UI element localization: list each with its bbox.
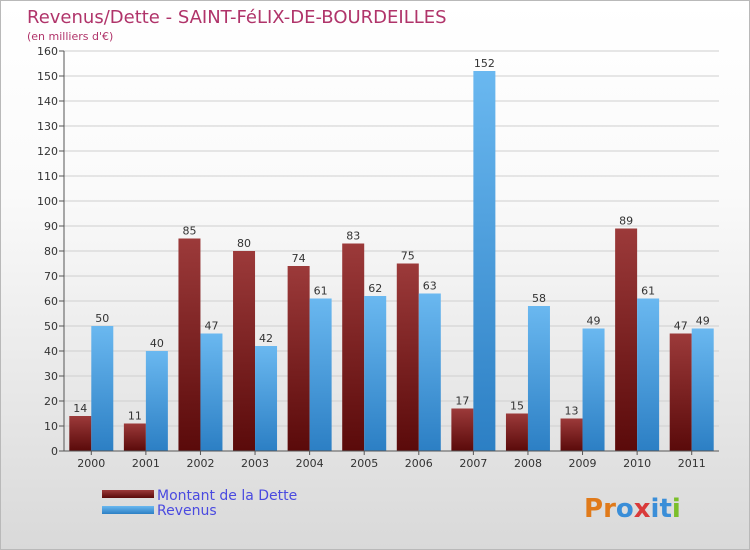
bar-revenus <box>473 71 496 451</box>
bar-dette <box>560 418 583 451</box>
x-tick-label: 2003 <box>241 457 269 470</box>
bars <box>69 71 714 451</box>
chart-subtitle: (en milliers d'€) <box>27 30 113 43</box>
data-label: 42 <box>259 332 273 345</box>
data-label: 13 <box>565 405 579 418</box>
bar-revenus <box>145 351 168 451</box>
data-label: 47 <box>674 320 688 333</box>
x-tick-label: 2008 <box>514 457 542 470</box>
y-tick-label: 120 <box>37 145 58 158</box>
x-tick-label: 2007 <box>459 457 487 470</box>
x-tick-label: 2005 <box>350 457 378 470</box>
bar-revenus <box>527 306 550 451</box>
x-tick-label: 2002 <box>186 457 214 470</box>
bar-revenus <box>637 298 660 451</box>
bar-revenus <box>691 328 714 451</box>
bar-revenus <box>418 293 441 451</box>
data-label: 61 <box>641 285 655 298</box>
data-label: 14 <box>73 402 87 415</box>
x-tick-label: 2011 <box>678 457 706 470</box>
bar-dette <box>123 423 146 451</box>
y-tick-label: 140 <box>37 95 58 108</box>
logo-text: Proxiti <box>584 494 681 524</box>
y-tick-label: 30 <box>44 370 58 383</box>
data-label: 152 <box>474 57 495 70</box>
y-tick-label: 90 <box>44 220 58 233</box>
data-label: 11 <box>128 410 142 423</box>
data-label: 50 <box>95 312 109 325</box>
y-tick-label: 0 <box>51 445 58 458</box>
data-label: 17 <box>455 395 469 408</box>
y-tick-label: 150 <box>37 70 58 83</box>
data-label: 40 <box>150 337 164 350</box>
bar-dette <box>669 333 692 451</box>
y-tick-label: 40 <box>44 345 58 358</box>
data-label: 74 <box>292 252 306 265</box>
data-label: 15 <box>510 400 524 413</box>
bar-revenus <box>255 346 278 451</box>
data-label: 89 <box>619 215 633 228</box>
x-axis-ticks: 2000 2001 2002 2003 2004 2005 2006 2007 2008 2009… <box>77 451 706 470</box>
data-label: 49 <box>696 315 710 328</box>
y-axis-ticks: 0 10 20 30 40 50 60 70 80 90 100 110 120 130 140 150 160 <box>37 45 64 458</box>
data-label: 83 <box>346 230 360 243</box>
data-label: 80 <box>237 237 251 250</box>
data-label: 61 <box>314 285 328 298</box>
y-tick-label: 70 <box>44 270 58 283</box>
y-tick-label: 20 <box>44 395 58 408</box>
legend: Montant de la Dette Revenus <box>102 488 297 519</box>
grid-lines <box>64 50 719 452</box>
x-tick-label: 2001 <box>132 457 160 470</box>
data-label: 63 <box>423 280 437 293</box>
y-tick-label: 50 <box>44 320 58 333</box>
y-tick-label: 10 <box>44 420 58 433</box>
bar-dette <box>342 243 365 451</box>
legend-label-revenus: Revenus <box>157 503 217 519</box>
x-tick-label: 2004 <box>296 457 324 470</box>
bar-dette <box>69 416 92 451</box>
y-tick-label: 110 <box>37 170 58 183</box>
bar-dette <box>287 266 310 451</box>
bar-dette <box>178 238 201 451</box>
bar-dette <box>615 228 638 451</box>
data-label: 58 <box>532 292 546 305</box>
data-label: 85 <box>182 225 196 238</box>
y-tick-label: 60 <box>44 295 58 308</box>
y-tick-label: 130 <box>37 120 58 133</box>
x-tick-label: 2009 <box>569 457 597 470</box>
bar-dette <box>233 251 256 451</box>
x-tick-label: 2010 <box>623 457 651 470</box>
y-tick-label: 80 <box>44 245 58 258</box>
data-label: 62 <box>368 282 382 295</box>
bar-revenus <box>364 296 387 451</box>
data-label: 49 <box>587 315 601 328</box>
bar-dette <box>396 263 419 451</box>
bar-dette <box>505 413 528 451</box>
bar-dette <box>451 408 474 451</box>
bar-revenus <box>309 298 332 451</box>
proxiti-logo: Proxiti <box>584 494 681 524</box>
legend-label-dette: Montant de la Dette <box>157 488 297 504</box>
chart-title: Revenus/Dette - SAINT-FéLIX-DE-BOURDEILL… <box>27 7 447 28</box>
data-labels: 14 50 11 40 85 47 80 42 74 61 83 62 75 63 17 152 15 58 13 4… <box>73 57 709 423</box>
x-tick-label: 2006 <box>405 457 433 470</box>
bar-revenus <box>200 333 223 451</box>
bar-revenus <box>582 328 605 451</box>
y-tick-label: 100 <box>37 195 58 208</box>
x-tick-label: 2000 <box>77 457 105 470</box>
data-label: 47 <box>204 320 218 333</box>
data-label: 75 <box>401 250 415 263</box>
y-tick-label: 160 <box>37 45 58 58</box>
legend-swatch-dette <box>102 490 154 498</box>
legend-swatch-revenus <box>102 506 154 514</box>
bar-revenus <box>91 326 114 451</box>
